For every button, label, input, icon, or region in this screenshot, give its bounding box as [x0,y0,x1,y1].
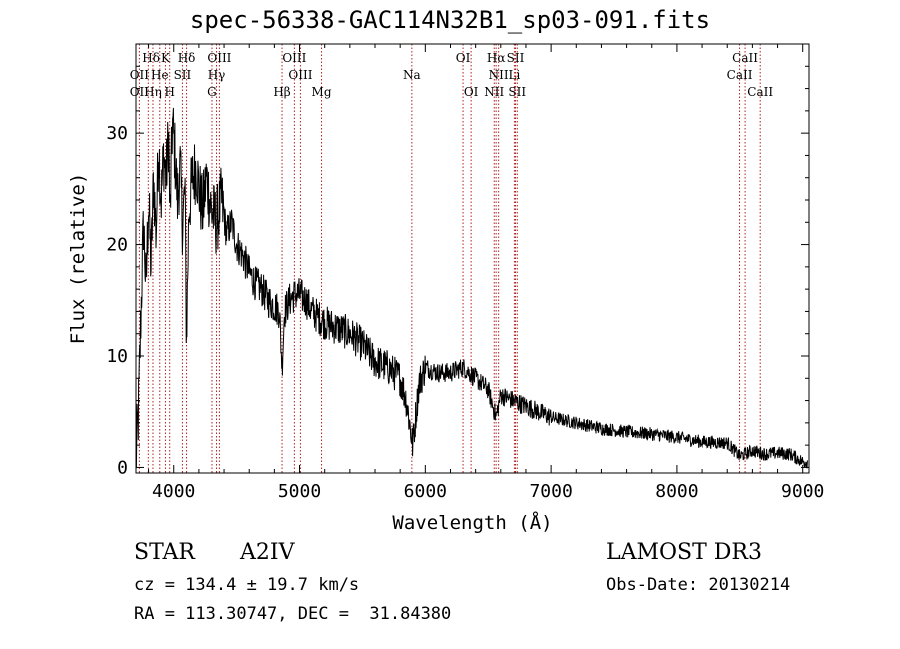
line-label: OI [456,51,471,65]
x-tick-label: 9000 [781,481,824,502]
line-label: Hγ [208,68,226,82]
line-label: CaII [727,68,753,82]
line-label: K [161,51,171,65]
line-label: H [164,85,174,99]
y-tick-label: 0 [117,457,128,478]
y-axis: 0 10 20 30 [106,65,809,478]
subclass-label: A2IV [240,540,295,565]
y-tick-label: 30 [106,123,128,144]
line-label: OII [130,85,150,99]
x-tick-label: 6000 [404,481,447,502]
x-tick-label: 4000 [152,481,195,502]
obs-date-label: Obs-Date: 20130214 [606,575,791,595]
line-label: SII [174,68,192,82]
line-markers [138,44,761,473]
line-label: Li [508,68,520,82]
line-label: Hβ [273,85,290,99]
line-label: Hδ [178,51,196,65]
line-label: NII [489,68,509,82]
line-label: Hδ [142,51,160,65]
line-label: Hη [144,85,162,99]
line-label: OIII [288,68,312,82]
line-label: SII [508,85,526,99]
y-tick-label: 20 [106,235,128,256]
x-axis-label: Wavelength (Å) [392,511,552,534]
classification-label: STAR [134,540,195,565]
redshift-label: cz = 134.4 ± 19.7 km/s [134,575,360,595]
line-label: OIII [207,51,231,65]
line-label: CaII [747,85,773,99]
spectrum-line [135,107,808,469]
line-label: Hα [487,51,506,65]
x-tick-label: 7000 [529,481,572,502]
y-tick-label: 10 [106,346,128,367]
survey-label: LAMOST DR3 [606,540,762,565]
x-axis: 4000 5000 6000 7000 8000 9000 [148,44,824,502]
x-tick-label: 8000 [655,481,698,502]
line-label: He [151,68,169,82]
line-label: G [207,85,217,99]
line-label: CaII [732,51,758,65]
line-label: OII [130,68,150,82]
chart-title: spec-56338-GAC114N32B1_sp03-091.fits [189,6,711,34]
coordinates-label: RA = 113.30747, DEC = 31.84380 [134,604,452,624]
plot-frame [135,43,810,474]
line-label: Na [403,68,421,82]
line-label: NII [484,85,504,99]
line-label: Mg [312,85,332,99]
line-label: SII [507,51,525,65]
line-label: OIII [282,51,306,65]
x-tick-label: 5000 [278,481,321,502]
y-axis-label: Flux (relative) [67,173,89,345]
line-label: OI [464,85,479,99]
